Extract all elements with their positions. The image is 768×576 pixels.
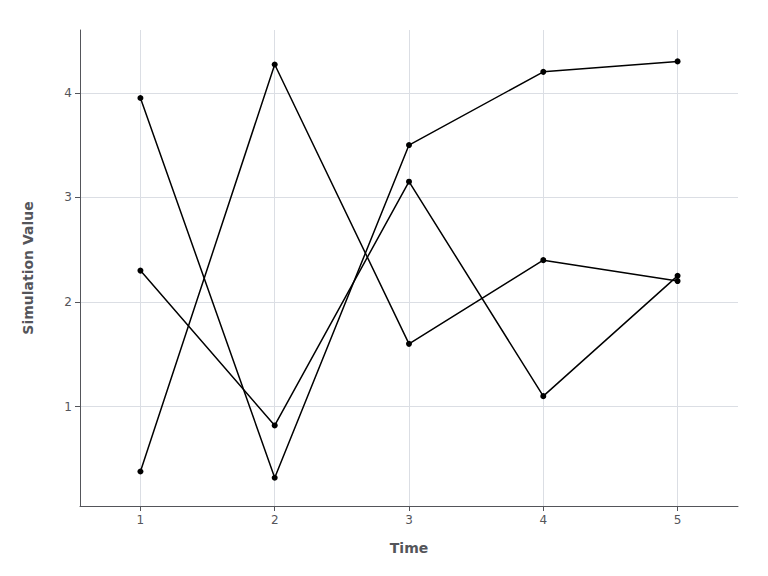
svg-text:2: 2 [64,295,72,309]
svg-text:4: 4 [539,513,547,527]
svg-text:3: 3 [405,513,413,527]
svg-text:1: 1 [137,513,145,527]
svg-text:Time: Time [390,540,428,556]
svg-text:3: 3 [64,190,72,204]
svg-text:1: 1 [64,400,72,414]
svg-text:4: 4 [64,86,72,100]
svg-text:2: 2 [271,513,279,527]
svg-text:5: 5 [674,513,682,527]
svg-text:Simulation Value: Simulation Value [20,201,36,334]
